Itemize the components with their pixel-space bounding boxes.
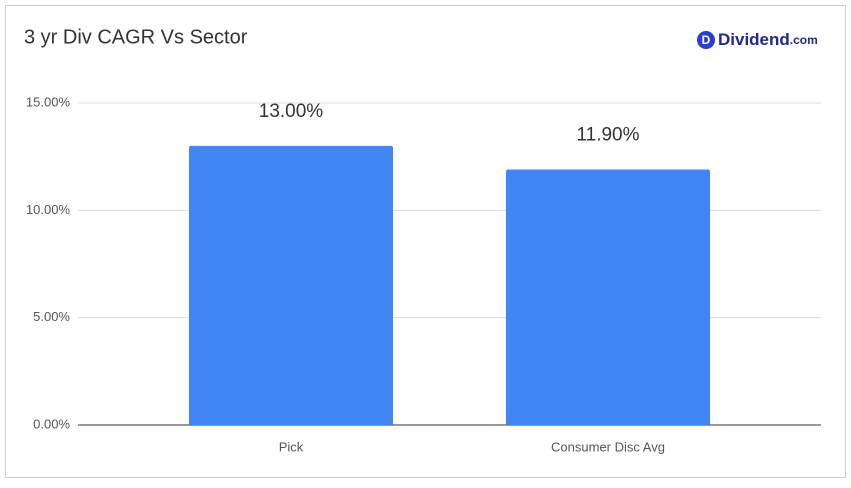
logo-icon: D (702, 33, 711, 47)
logo-text: Dividend (718, 30, 790, 49)
x-tick-label: Consumer Disc Avg (551, 439, 665, 454)
chart-title: 3 yr Div CAGR Vs Sector (24, 26, 248, 48)
logo-name: Dividend.com (718, 30, 818, 49)
logo-suffix: .com (790, 33, 818, 47)
y-tick-label: 10.00% (26, 202, 71, 217)
bar (189, 145, 393, 425)
logo-icon-circle (697, 31, 715, 49)
y-tick-label: 5.00% (33, 309, 70, 324)
data-label: 13.00% (259, 101, 324, 122)
y-tick-label: 15.00% (26, 94, 71, 109)
y-tick-label: 0.00% (33, 416, 70, 431)
x-tick-label: Pick (279, 439, 304, 454)
frame (5, 5, 846, 478)
bar (506, 169, 710, 425)
data-label: 11.90% (576, 125, 639, 146)
